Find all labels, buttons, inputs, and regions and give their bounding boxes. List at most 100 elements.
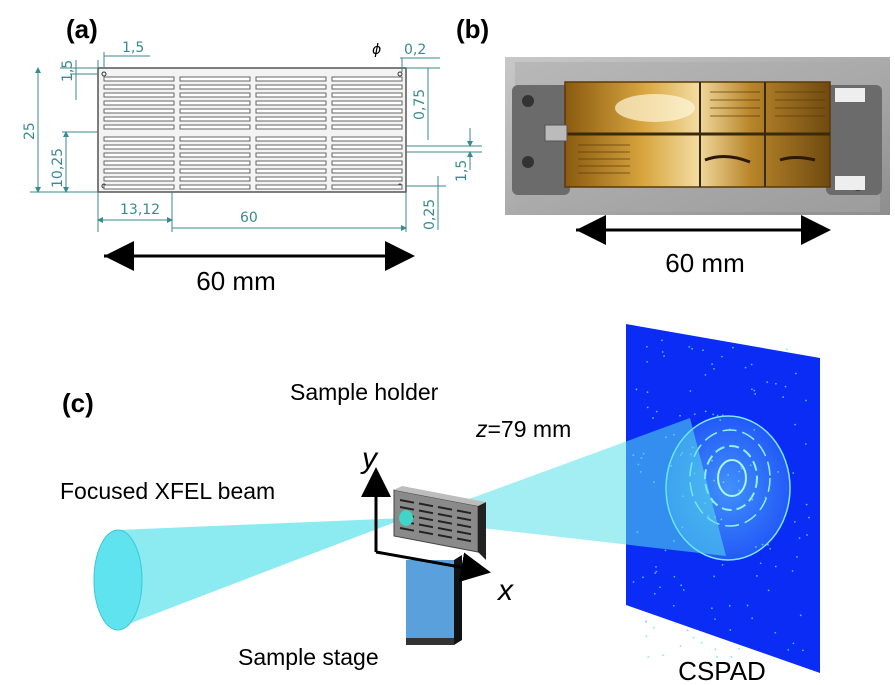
- slot: [331, 136, 403, 142]
- speckle: [766, 381, 769, 384]
- slot: [255, 144, 327, 150]
- diffraction-ring: [689, 429, 771, 527]
- slot: [179, 144, 251, 150]
- slot: [179, 152, 251, 158]
- speckle: [647, 656, 650, 658]
- slot: [103, 160, 175, 166]
- speckle: [751, 388, 753, 391]
- holder-slot: [456, 530, 472, 536]
- speckle: [713, 575, 716, 578]
- speckle: [730, 655, 733, 658]
- speckle: [798, 537, 801, 540]
- speckle: [805, 399, 807, 402]
- speckle: [652, 417, 654, 419]
- slot: [331, 108, 403, 114]
- holder-slot: [437, 506, 453, 511]
- speckle: [646, 406, 649, 409]
- speckle: [686, 629, 689, 632]
- speckle: [646, 360, 648, 363]
- speckle: [721, 563, 724, 566]
- speckle: [702, 349, 704, 352]
- speckle: [805, 503, 808, 506]
- panel-b: (b) 60 mm: [456, 14, 890, 278]
- slot: [103, 124, 175, 130]
- speckle: [716, 414, 719, 417]
- speckle: [672, 604, 675, 607]
- slot: [255, 108, 327, 114]
- slot: [179, 92, 251, 98]
- speckle: [713, 367, 715, 370]
- dim-0-25: 0,25: [422, 199, 438, 230]
- holder-slot: [418, 502, 434, 508]
- distance-var: z: [475, 416, 488, 442]
- speckle: [635, 388, 638, 391]
- slot: [103, 184, 175, 190]
- dimension-lines: [30, 52, 482, 232]
- dim-10-25: 10,25: [50, 148, 66, 188]
- speckle: [808, 516, 810, 519]
- corner-hole: [397, 71, 403, 77]
- speckle: [744, 366, 747, 369]
- speckle: [632, 581, 635, 583]
- panel-a-label: (a): [66, 14, 98, 44]
- dim-0-2: 0,2: [404, 42, 426, 58]
- speckle: [710, 607, 713, 610]
- speckle: [774, 631, 777, 634]
- slot: [179, 176, 251, 182]
- speckle: [787, 648, 790, 651]
- speckle: [642, 576, 644, 579]
- speckle: [646, 391, 649, 394]
- diffraction-ring: [717, 459, 747, 497]
- slot: [255, 76, 327, 82]
- slot: [255, 176, 327, 182]
- holder-slot: [418, 523, 434, 529]
- speckle: [804, 443, 807, 445]
- panel-a: (a): [22, 14, 482, 296]
- slot: [331, 116, 403, 122]
- holder-slot: [418, 516, 434, 522]
- corner-hole: [101, 71, 107, 77]
- speckle: [732, 346, 734, 349]
- speckle: [679, 414, 681, 417]
- speckle: [693, 413, 696, 416]
- speckle: [714, 618, 716, 621]
- speckle: [653, 592, 656, 595]
- holder-slot: [437, 527, 453, 532]
- holder-slot: [437, 513, 453, 518]
- speckle: [662, 654, 664, 657]
- holder-slot: [456, 509, 472, 515]
- scale-label-b: 60 mm: [665, 248, 744, 278]
- slot: [331, 176, 403, 182]
- slot: [331, 124, 403, 130]
- speckle: [645, 345, 648, 348]
- incoming-beam: [118, 518, 406, 628]
- slot: [331, 84, 403, 90]
- speckle: [645, 635, 648, 638]
- dim-phi-symbol: ϕ: [372, 42, 381, 58]
- slot: [103, 152, 175, 158]
- clamp-tab: [835, 88, 865, 102]
- right-clamp: [826, 85, 882, 195]
- holder-slot: [399, 527, 415, 532]
- speckle: [700, 641, 703, 644]
- speckle: [728, 604, 731, 607]
- holder-slot: [418, 530, 434, 536]
- speckle: [759, 562, 762, 565]
- distance-value: =79 mm: [488, 416, 572, 442]
- speckle: [782, 396, 785, 398]
- dim-13-12: 13,12: [120, 202, 160, 218]
- dim-left-1-5: 1,5: [60, 60, 76, 82]
- speckle: [799, 614, 802, 617]
- photo-slots: [578, 91, 825, 174]
- speckle: [792, 472, 795, 474]
- speckle: [655, 565, 657, 568]
- speckle: [692, 636, 695, 639]
- slot: [255, 136, 327, 142]
- dim-right-1-5: 1,5: [454, 160, 470, 182]
- speckle: [767, 589, 770, 592]
- slot: [255, 160, 327, 166]
- slot: [103, 144, 175, 150]
- speckle: [774, 382, 777, 385]
- speckle: [755, 575, 758, 577]
